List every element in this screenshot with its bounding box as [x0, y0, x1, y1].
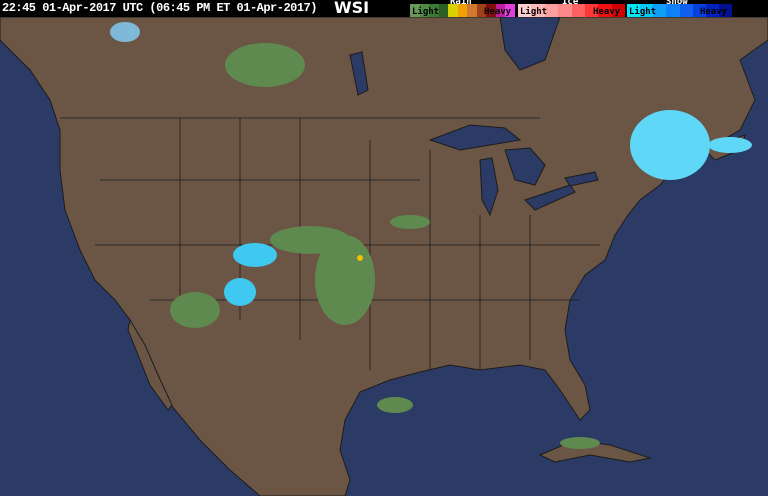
- heavy-rain-cell: [357, 255, 363, 261]
- legend-swatch: [419, 4, 430, 17]
- legend-swatch: [467, 4, 477, 17]
- legend-swatch: [692, 4, 706, 17]
- legend-swatch: [448, 4, 458, 17]
- legend-rain-light: Light: [412, 7, 440, 17]
- legend-ice-light: Light: [520, 7, 548, 17]
- lake-michigan: [479, 157, 499, 217]
- rain-area-montana: [110, 22, 140, 42]
- lake-erie: [524, 184, 576, 211]
- legend-swatch: [486, 4, 496, 17]
- rain-area-cuba: [560, 437, 600, 449]
- lake-huron: [504, 147, 546, 186]
- lake-ontario: [564, 171, 599, 187]
- legend-swatch: [505, 4, 516, 17]
- snow-area-new-mexico: [224, 278, 256, 306]
- legend-swatch: [640, 4, 654, 17]
- legend-swatch: [584, 4, 599, 17]
- lake-winnipeg: [349, 51, 369, 96]
- legend-swatch: [518, 4, 532, 17]
- water-bodies: [349, 17, 599, 217]
- snow-area-rockies: [233, 243, 277, 267]
- legend-rain-title: Rain: [450, 0, 472, 7]
- hudson-bay-edge: [499, 17, 561, 71]
- legend-ice: [518, 4, 625, 17]
- legend-swatch: [627, 4, 641, 17]
- snow-area-nova-scotia: [708, 137, 752, 153]
- legend-swatch: [718, 4, 732, 17]
- legend-ice-heavy: Heavy: [593, 7, 621, 17]
- legend-snow-heavy: Heavy: [700, 7, 728, 17]
- legend-rain-heavy: Heavy: [484, 7, 512, 17]
- legend-swatch: [666, 4, 680, 17]
- rain-area-alberta: [225, 43, 305, 87]
- legend-swatch: [558, 4, 572, 17]
- land: [0, 17, 768, 496]
- wsi-logo: WSI: [334, 0, 370, 17]
- precipitation: [110, 22, 752, 449]
- lake-superior: [428, 124, 522, 151]
- legend-swatch: [476, 4, 487, 17]
- legend-snow-light: Light: [629, 7, 657, 17]
- north-america-landmass: [0, 17, 768, 496]
- legend-swatch: [544, 4, 559, 17]
- legend-swatch: [705, 4, 719, 17]
- legend-swatch: [598, 4, 612, 17]
- legend-swatch: [571, 4, 585, 17]
- snow-area-new-england: [630, 110, 710, 180]
- legend-swatch: [438, 4, 449, 17]
- legend-snow-title: Snow: [666, 0, 688, 7]
- header-bar: 22:45 01-Apr-2017 UTC (06:45 PM ET 01-Ap…: [0, 0, 768, 17]
- baja-peninsula: [127, 318, 173, 411]
- legend-swatch: [531, 4, 545, 17]
- rain-area-iowa: [390, 215, 430, 229]
- map-canvas: [0, 17, 768, 496]
- rain-area-arizona: [170, 292, 220, 328]
- legend-swatch: [429, 4, 439, 17]
- legend-swatch: [679, 4, 693, 17]
- legend-swatch: [611, 4, 625, 17]
- legend-swatch: [457, 4, 468, 17]
- rain-area-gulf: [377, 397, 413, 413]
- legend-swatch: [653, 4, 667, 17]
- timestamp: 22:45 01-Apr-2017 UTC (06:45 PM ET 01-Ap…: [2, 1, 317, 15]
- legend-swatch: [410, 4, 420, 17]
- legend-snow: [627, 4, 732, 17]
- legend-rain: [410, 4, 516, 17]
- legend-ice-title: Ice: [562, 0, 579, 7]
- legend-swatch: [495, 4, 506, 17]
- rain-area-colorado: [270, 226, 350, 254]
